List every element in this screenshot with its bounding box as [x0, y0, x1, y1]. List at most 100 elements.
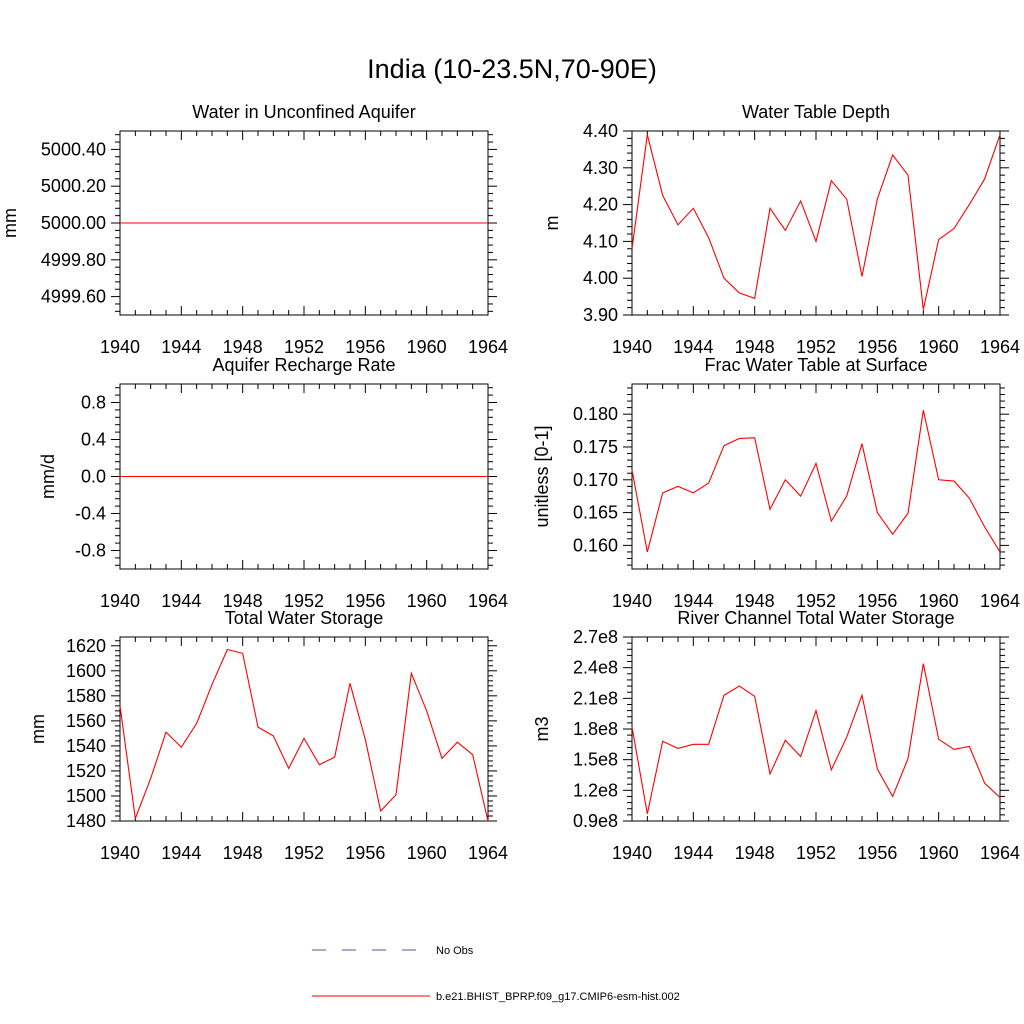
x-tick-label: 1948 [223, 591, 263, 611]
y-tick-label: 1.8e8 [573, 719, 618, 739]
y-tick-label: 0.160 [573, 535, 618, 555]
chart-panel-5: Total Water Storage 1940 1944 1948 1952 1956 1… [28, 608, 508, 863]
x-tick-label: 1960 [407, 843, 447, 863]
y-tick-label: 0.9e8 [573, 811, 618, 831]
x-tick-label: 1960 [407, 591, 447, 611]
x-tick-label: 1960 [919, 843, 959, 863]
x-tick-label: 1956 [345, 843, 385, 863]
x-tick-label: 1940 [100, 591, 140, 611]
x-tick-label: 1956 [345, 337, 385, 357]
chart-panel-4: Frac Water Table at Surface 1940 1944 1948 1… [532, 355, 1020, 611]
plot-frame [631, 383, 1001, 570]
y-tick-label: 5000.00 [41, 213, 106, 233]
y-tick-label: 1520 [66, 761, 106, 781]
y-axis-label: unitless [0-1] [532, 425, 552, 527]
y-axis-label: m3 [532, 716, 552, 741]
series-line [631, 410, 1001, 553]
x-tick-label: 1952 [284, 591, 324, 611]
y-tick-label: 0.0 [81, 467, 106, 487]
y-tick-label: -0.8 [75, 541, 106, 561]
x-tick-label: 1940 [612, 337, 652, 357]
x-tick-label: 1964 [980, 843, 1020, 863]
x-tick-label: 1952 [284, 843, 324, 863]
y-tick-label: 0.4 [81, 430, 106, 450]
y-tick-label: 0.180 [573, 404, 618, 424]
y-axis-label: mm/d [38, 454, 58, 499]
series-line [631, 663, 1001, 814]
y-tick-label: 0.165 [573, 503, 618, 523]
y-tick-label: 0.8 [81, 393, 106, 413]
x-tick-label: 1960 [919, 337, 959, 357]
y-tick-label: 1.2e8 [573, 780, 618, 800]
x-tick-label: 1952 [796, 843, 836, 863]
x-tick-label: 1948 [223, 843, 263, 863]
y-tick-label: 1.5e8 [573, 750, 618, 770]
y-tick-label: 2.7e8 [573, 627, 618, 647]
y-axis-label: mm [28, 714, 48, 744]
x-tick-label: 1956 [345, 591, 385, 611]
legend: No Obs b.e21.BHIST_BPRP.f09_g17.CMIP6-esm… [312, 945, 680, 1003]
x-tick-label: 1964 [468, 843, 508, 863]
x-tick-label: 1964 [980, 337, 1020, 357]
y-tick-label: 2.4e8 [573, 658, 618, 678]
y-tick-label: -0.4 [75, 504, 106, 524]
panel-title: Total Water Storage [225, 608, 383, 628]
plot-frame [631, 636, 1001, 822]
figure-title: India (10-23.5N,70-90E) [367, 54, 657, 84]
x-tick-label: 1964 [468, 337, 508, 357]
x-tick-label: 1944 [673, 591, 713, 611]
x-tick-label: 1940 [612, 591, 652, 611]
y-tick-label: 1560 [66, 711, 106, 731]
legend-label: No Obs [436, 945, 474, 957]
y-tick-label: 4.40 [583, 121, 618, 141]
chart-panel-1: Water in Unconfined Aquifer 1940 1944 1948 1… [0, 102, 508, 357]
x-tick-label: 1944 [673, 843, 713, 863]
x-tick-label: 1944 [161, 591, 201, 611]
x-tick-label: 1948 [223, 337, 263, 357]
x-tick-label: 1940 [100, 843, 140, 863]
panel-title: River Channel Total Water Storage [677, 608, 954, 628]
x-tick-label: 1952 [796, 591, 836, 611]
x-tick-label: 1952 [796, 337, 836, 357]
x-tick-label: 1944 [161, 337, 201, 357]
chart-panel-6: River Channel Total Water Storage 1940 194… [532, 608, 1020, 863]
panel-title: Frac Water Table at Surface [704, 355, 927, 375]
y-tick-label: 2.1e8 [573, 688, 618, 708]
x-tick-label: 1944 [161, 843, 201, 863]
x-tick-label: 1944 [673, 337, 713, 357]
y-tick-label: 1540 [66, 736, 106, 756]
chart-panel-2: Water Table Depth 1940 1944 1948 1952 1956 196… [542, 102, 1020, 357]
x-tick-label: 1960 [407, 337, 447, 357]
plot-frame [631, 130, 1001, 316]
x-tick-label: 1948 [735, 591, 775, 611]
panel-title: Aquifer Recharge Rate [212, 355, 395, 375]
series-line [631, 134, 1001, 310]
y-tick-label: 0.175 [573, 437, 618, 457]
y-tick-label: 4.30 [583, 158, 618, 178]
x-tick-label: 1940 [100, 337, 140, 357]
panel-title: Water Table Depth [742, 102, 890, 122]
series-line [119, 648, 489, 822]
y-tick-label: 5000.40 [41, 139, 106, 159]
x-tick-label: 1964 [980, 591, 1020, 611]
x-tick-label: 1964 [468, 591, 508, 611]
y-tick-label: 4999.60 [41, 287, 106, 307]
y-tick-label: 1580 [66, 686, 106, 706]
x-tick-label: 1948 [735, 337, 775, 357]
y-axis-label: mm [0, 208, 20, 238]
x-tick-label: 1956 [857, 337, 897, 357]
y-tick-label: 1600 [66, 661, 106, 681]
y-tick-label: 1500 [66, 786, 106, 806]
y-tick-label: 5000.20 [41, 176, 106, 196]
y-tick-label: 4.00 [583, 268, 618, 288]
x-tick-label: 1940 [612, 843, 652, 863]
y-tick-label: 1620 [66, 636, 106, 656]
y-tick-label: 4999.80 [41, 250, 106, 270]
x-tick-label: 1948 [735, 843, 775, 863]
y-axis-label: m [542, 216, 562, 231]
chart-panel-3: Aquifer Recharge Rate 1940 1944 1948 1952 195… [38, 355, 508, 611]
legend-label: b.e21.BHIST_BPRP.f09_g17.CMIP6-esm-hist.… [436, 991, 680, 1003]
x-tick-label: 1956 [857, 843, 897, 863]
panel-title: Water in Unconfined Aquifer [192, 102, 415, 122]
